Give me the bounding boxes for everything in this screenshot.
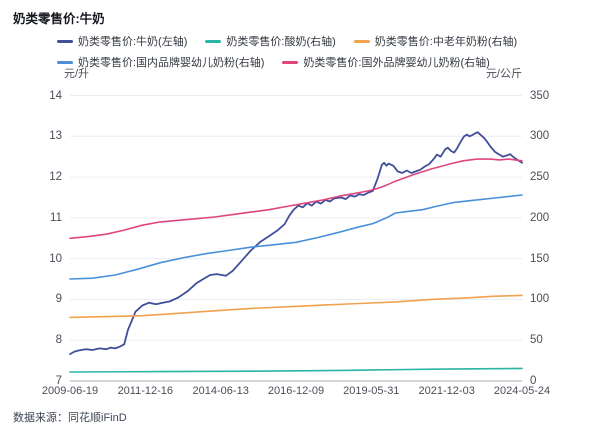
x-tick-label: 2009-06-19 — [41, 385, 99, 397]
legend-swatch-icon — [353, 39, 370, 43]
legend-swatch-icon — [57, 39, 73, 43]
chart-title: 奶类零售价:牛奶 — [13, 12, 105, 26]
right-tick-label: 300 — [530, 130, 550, 143]
left-axis-unit-label: 元/升 — [64, 68, 90, 80]
right-axis-unit-label: 元/公斤 — [485, 68, 522, 80]
legend-swatch-icon — [57, 60, 73, 64]
left-tick-label: 14 — [49, 89, 62, 102]
legend-label: 奶类零售价:中老年奶粉(右轴) — [374, 36, 518, 48]
legend-swatch-icon — [205, 39, 222, 43]
x-tick-label: 2014-06-13 — [192, 385, 249, 397]
x-tick-label: 2024-05-24 — [493, 385, 551, 397]
series-line-3 — [69, 294, 523, 319]
right-tick-label: 200 — [530, 211, 550, 224]
left-tick-label: 12 — [49, 171, 62, 184]
legend-swatch-icon — [282, 60, 299, 64]
left-tick-label: 8 — [55, 334, 62, 347]
right-tick-label: 250 — [530, 171, 550, 184]
legend-item-3[interactable]: 奶类零售价:中老年奶粉(右轴) — [353, 33, 518, 49]
legend-row: 奶类零售价:牛奶(左轴) 奶类零售价:酸奶(右轴) 奶类零售价:中老年奶粉(右轴) — [57, 33, 557, 49]
right-tick-label: 50 — [530, 334, 543, 347]
series-line-1 — [69, 131, 523, 356]
left-tick-label: 11 — [50, 211, 62, 224]
legend-label: 奶类零售价:牛奶(左轴) — [78, 36, 188, 48]
legend-label: 奶类零售价:国内品牌婴幼儿奶粉(右轴) — [78, 57, 265, 69]
legend-item-2[interactable]: 奶类零售价:酸奶(右轴) — [205, 33, 336, 49]
right-tick-label: 350 — [530, 89, 550, 102]
left-tick-label: 7 — [55, 375, 62, 387]
series-line-4 — [69, 194, 523, 280]
left-tick-label: 10 — [49, 252, 62, 265]
series-line-5 — [69, 158, 523, 240]
legend-row: 奶类零售价:国内品牌婴幼儿奶粉(右轴) 奶类零售价:国外品牌婴幼儿奶粉(右轴) — [57, 54, 557, 70]
left-tick-label: 9 — [55, 293, 62, 306]
series-line-2 — [69, 367, 523, 373]
x-tick-label: 2021-12-03 — [418, 385, 475, 397]
left-tick-label: 13 — [49, 130, 62, 143]
legend-label: 奶类零售价:国外品牌婴幼儿奶粉(右轴) — [303, 57, 490, 69]
legend-label: 奶类零售价:酸奶(右轴) — [226, 36, 336, 48]
right-tick-label: 150 — [530, 252, 550, 265]
legend-item-1[interactable]: 奶类零售价:牛奶(左轴) — [57, 33, 187, 49]
legend-item-5[interactable]: 奶类零售价:国外品牌婴幼儿奶粉(右轴) — [282, 54, 490, 70]
x-tick-label: 2016-12-09 — [267, 385, 325, 397]
data-source: 数据来源：同花顺iFinD — [13, 412, 127, 424]
legend: 奶类零售价:牛奶(左轴) 奶类零售价:酸奶(右轴) 奶类零售价:中老年奶粉(右轴) 奶… — [57, 33, 557, 75]
right-tick-label: 0 — [530, 375, 537, 387]
right-tick-label: 100 — [530, 293, 550, 306]
legend-item-4[interactable]: 奶类零售价:国内品牌婴幼儿奶粉(右轴) — [57, 54, 264, 70]
x-tick-label: 2019-05-31 — [343, 385, 400, 397]
x-tick-label: 2011-12-16 — [117, 385, 174, 397]
